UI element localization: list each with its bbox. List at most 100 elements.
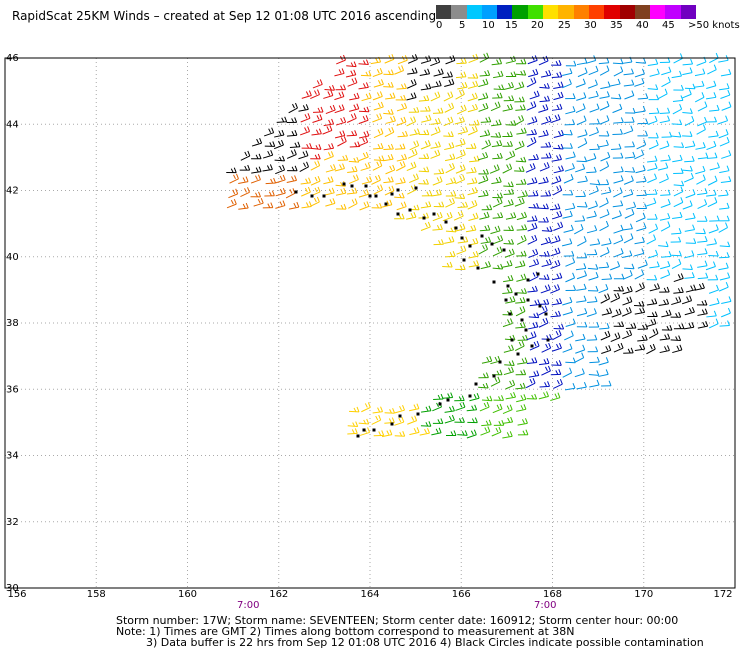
contamination-dot	[474, 382, 478, 386]
wind-barb	[373, 143, 384, 150]
wind-barb	[613, 273, 625, 280]
wind-barb	[648, 223, 659, 234]
wind-barb	[601, 273, 613, 281]
wind-barb	[577, 175, 588, 183]
wind-barb	[541, 152, 552, 159]
wind-barb	[492, 92, 503, 99]
wind-barb	[527, 55, 538, 65]
wind-barb	[493, 235, 504, 245]
scale-swatch	[573, 5, 589, 19]
wind-barb	[540, 141, 552, 148]
wind-barb	[718, 189, 729, 197]
wind-barb	[516, 394, 527, 403]
wind-barb	[385, 164, 396, 175]
wind-barb	[624, 116, 635, 123]
wind-barb	[588, 127, 599, 137]
wind-barb	[286, 149, 297, 159]
wind-barb	[647, 213, 658, 220]
wind-barb	[432, 418, 444, 424]
wind-barb	[396, 116, 407, 126]
wind-barb	[563, 173, 574, 184]
wind-barb	[661, 324, 673, 331]
wind-barb	[553, 323, 565, 330]
wind-barb	[625, 322, 637, 329]
wind-barb	[673, 180, 685, 187]
wind-barb	[705, 261, 716, 271]
wind-barb	[551, 175, 562, 185]
wind-barb	[589, 379, 600, 388]
wind-barb	[697, 248, 708, 256]
contamination-dot	[390, 192, 394, 196]
wind-barb	[706, 310, 717, 318]
wind-barb	[420, 221, 431, 231]
wind-barb	[505, 55, 517, 64]
wind-barb	[648, 328, 659, 339]
wind-barb	[467, 177, 478, 185]
wind-barb	[253, 198, 264, 207]
wind-barb	[539, 274, 550, 280]
wind-barb	[348, 198, 358, 209]
wind-barb	[385, 115, 396, 124]
wind-barb	[622, 270, 633, 280]
contamination-dot	[538, 304, 542, 308]
scale-swatch	[604, 5, 620, 19]
wind-barb	[562, 306, 573, 316]
wind-barb	[419, 68, 431, 77]
wind-barb	[587, 285, 599, 292]
wind-barb	[577, 201, 588, 208]
wind-barb	[432, 107, 444, 114]
wind-barb	[372, 406, 384, 414]
wind-barb	[421, 114, 432, 123]
wind-barb	[658, 241, 669, 248]
wind-barb	[553, 165, 564, 174]
wind-barb	[467, 92, 478, 102]
wind-barb	[648, 94, 659, 101]
wind-barb	[551, 60, 562, 66]
wind-barb	[576, 321, 588, 328]
contamination-dot	[492, 280, 496, 284]
wind-barb	[445, 226, 457, 233]
wind-barb	[526, 393, 538, 400]
wind-barb	[697, 260, 708, 268]
wind-barb	[457, 430, 468, 436]
scale-label: 10	[482, 20, 495, 31]
wind-barb	[565, 272, 576, 283]
wind-barb	[418, 129, 430, 136]
wind-barb	[514, 166, 525, 172]
wind-barb	[611, 143, 622, 151]
wind-barb	[481, 395, 493, 402]
contamination-dot	[506, 284, 510, 288]
wind-barb	[613, 117, 624, 124]
wind-barb	[613, 66, 624, 77]
wind-barb	[373, 79, 384, 88]
wind-barb	[637, 259, 648, 269]
wind-barb	[670, 131, 682, 138]
wind-barb	[493, 84, 505, 91]
wind-barb	[634, 248, 645, 257]
wind-barb	[323, 90, 334, 99]
wind-barb	[383, 176, 394, 184]
wind-barb	[383, 143, 394, 151]
contamination-dot	[462, 258, 466, 262]
wind-barb	[589, 238, 601, 246]
wind-barb	[409, 173, 419, 184]
scale-swatch	[466, 5, 482, 19]
wind-barb	[541, 342, 552, 353]
wind-barb	[517, 429, 529, 436]
contamination-dot	[432, 212, 436, 216]
wind-barb	[586, 166, 597, 174]
wind-barb	[503, 274, 514, 283]
contamination-dot	[396, 212, 400, 216]
footer-note-2: 3) Data buffer is 22 hrs from Sep 12 01:…	[146, 636, 704, 649]
wind-barb	[576, 308, 588, 317]
wind-barb	[585, 55, 597, 64]
wind-barb	[442, 71, 453, 79]
wind-barb	[525, 163, 536, 173]
wind-barb	[577, 67, 588, 78]
wind-barb	[661, 251, 672, 258]
wind-barb	[718, 222, 728, 233]
wind-barb	[540, 236, 552, 246]
wind-barb	[659, 212, 671, 221]
contamination-dot	[398, 414, 402, 418]
wind-barb	[529, 340, 540, 351]
